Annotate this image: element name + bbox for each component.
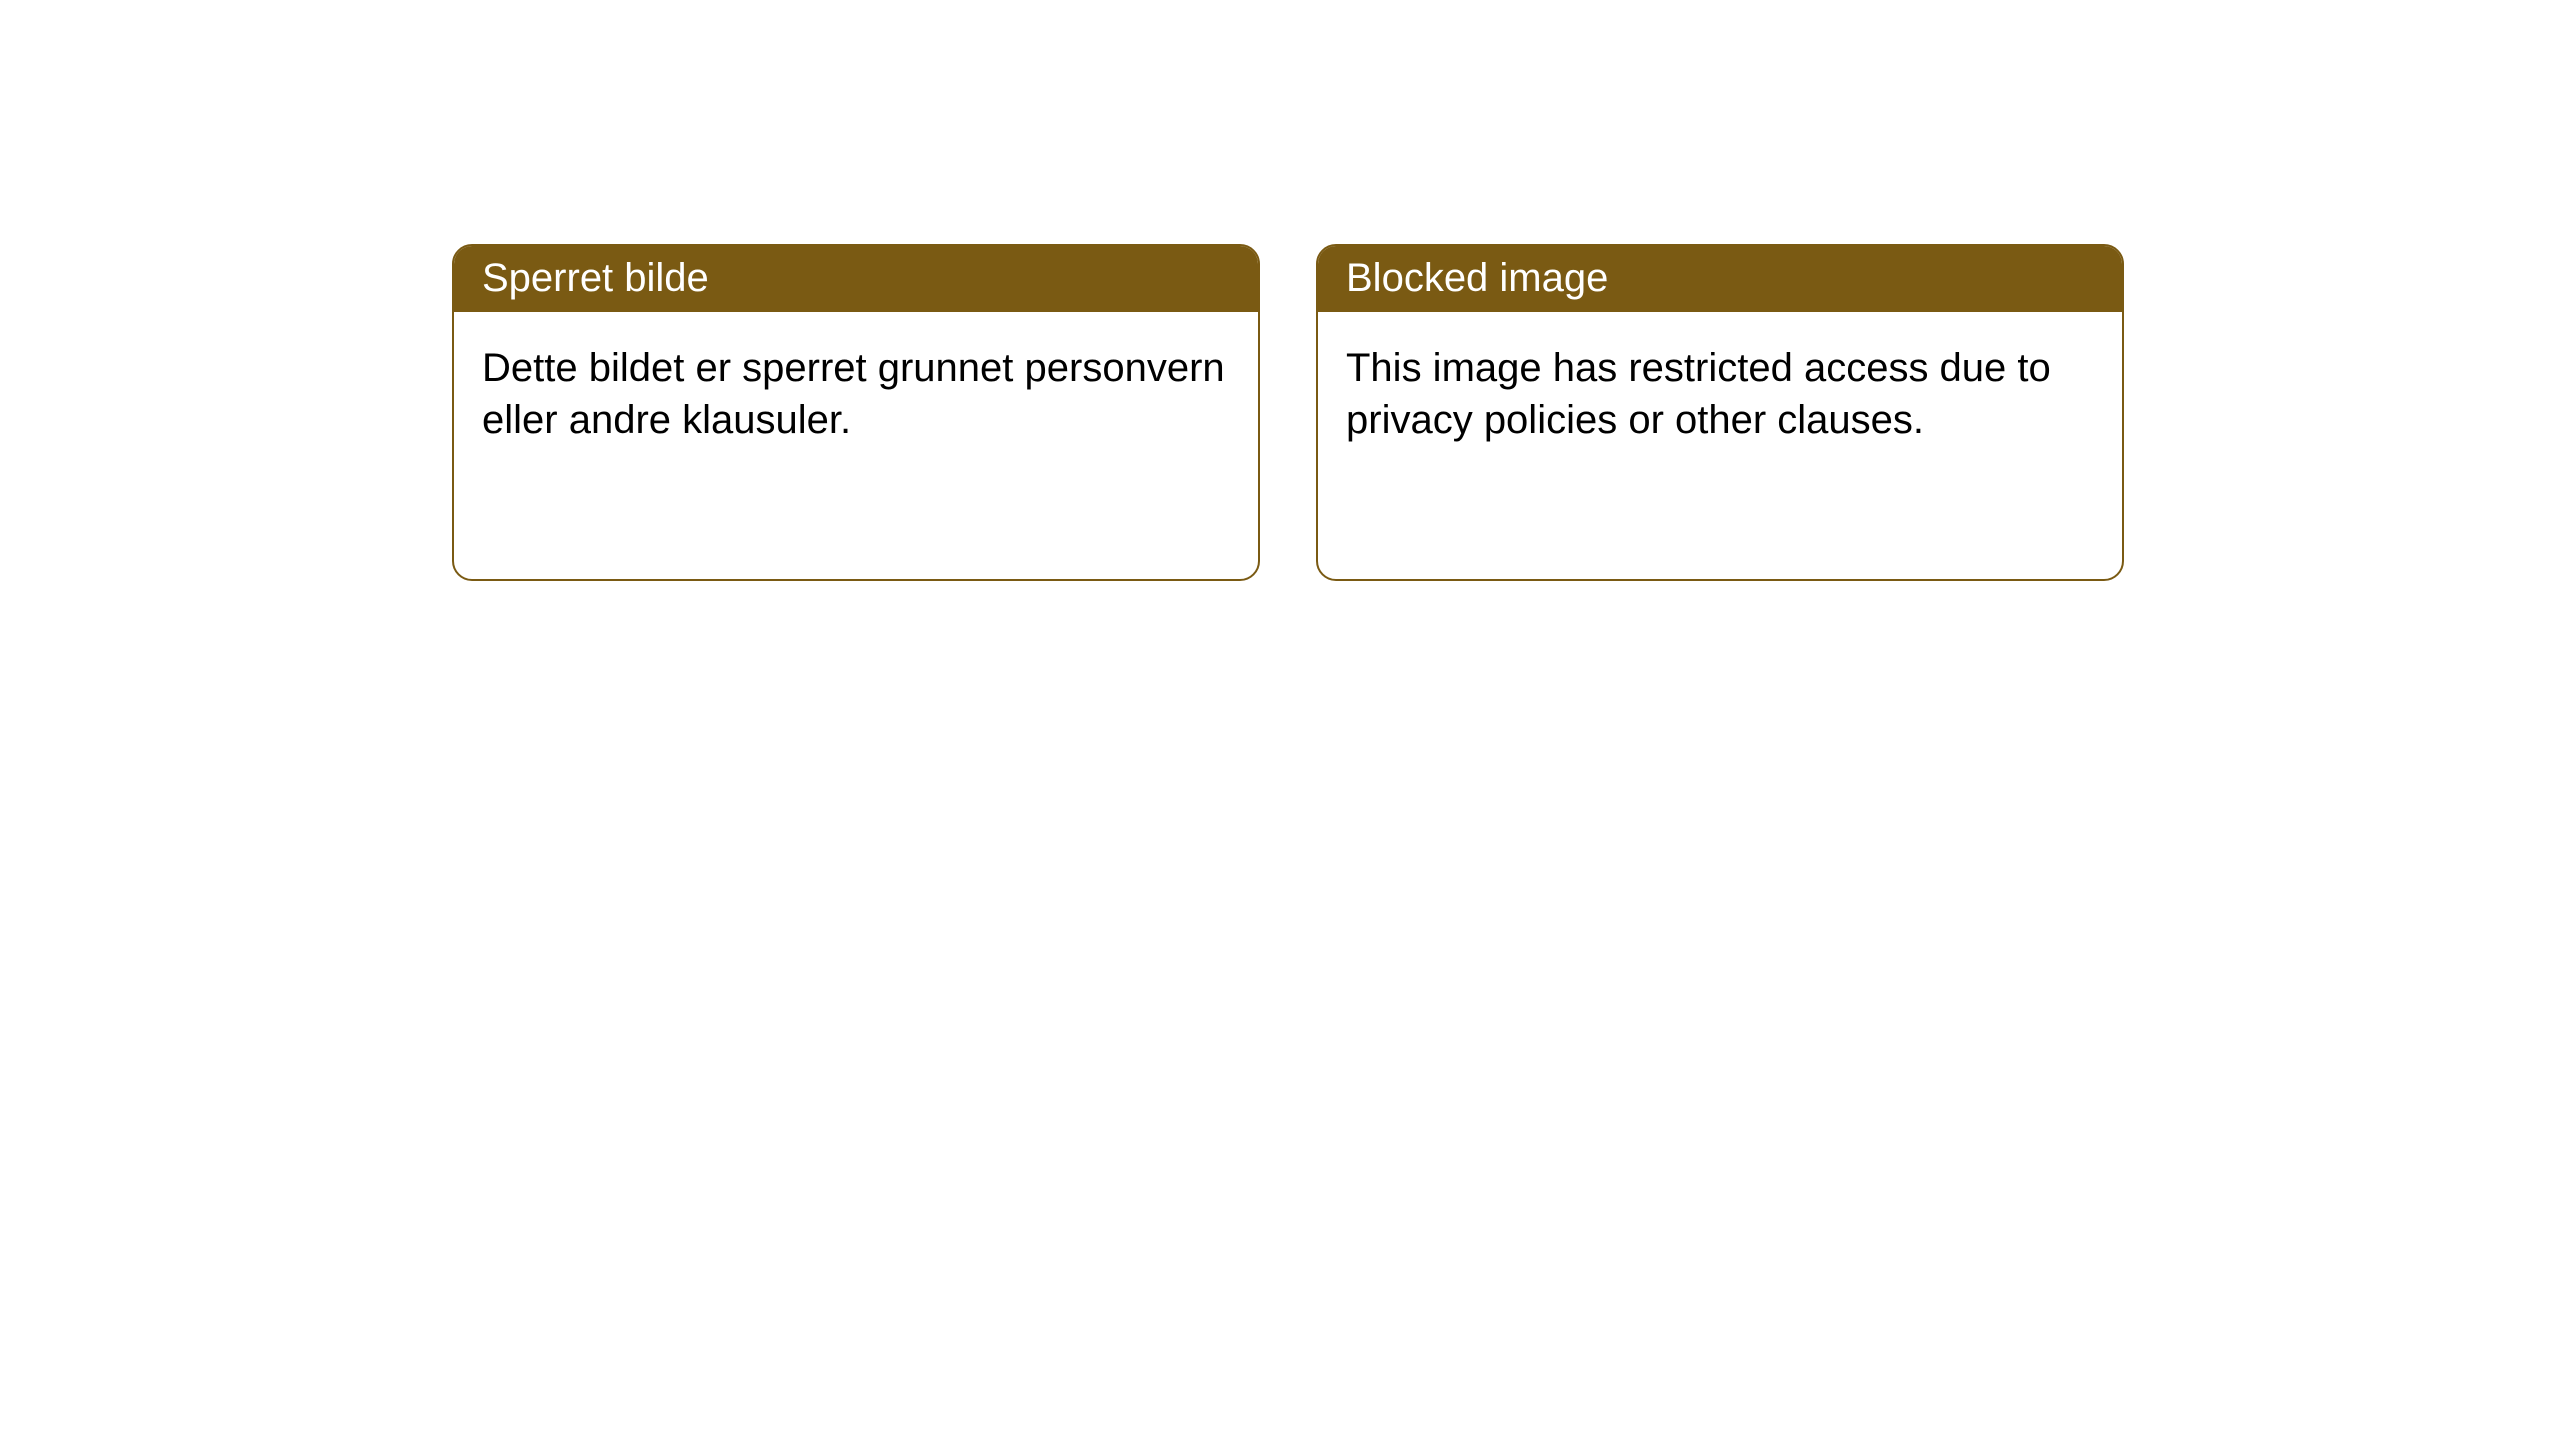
notice-title-no: Sperret bilde (454, 246, 1258, 312)
notice-body-no: Dette bildet er sperret grunnet personve… (454, 312, 1258, 476)
notice-body-en: This image has restricted access due to … (1318, 312, 2122, 476)
notice-container: Sperret bilde Dette bildet er sperret gr… (0, 0, 2560, 581)
notice-title-en: Blocked image (1318, 246, 2122, 312)
notice-card-no: Sperret bilde Dette bildet er sperret gr… (452, 244, 1260, 581)
notice-card-en: Blocked image This image has restricted … (1316, 244, 2124, 581)
